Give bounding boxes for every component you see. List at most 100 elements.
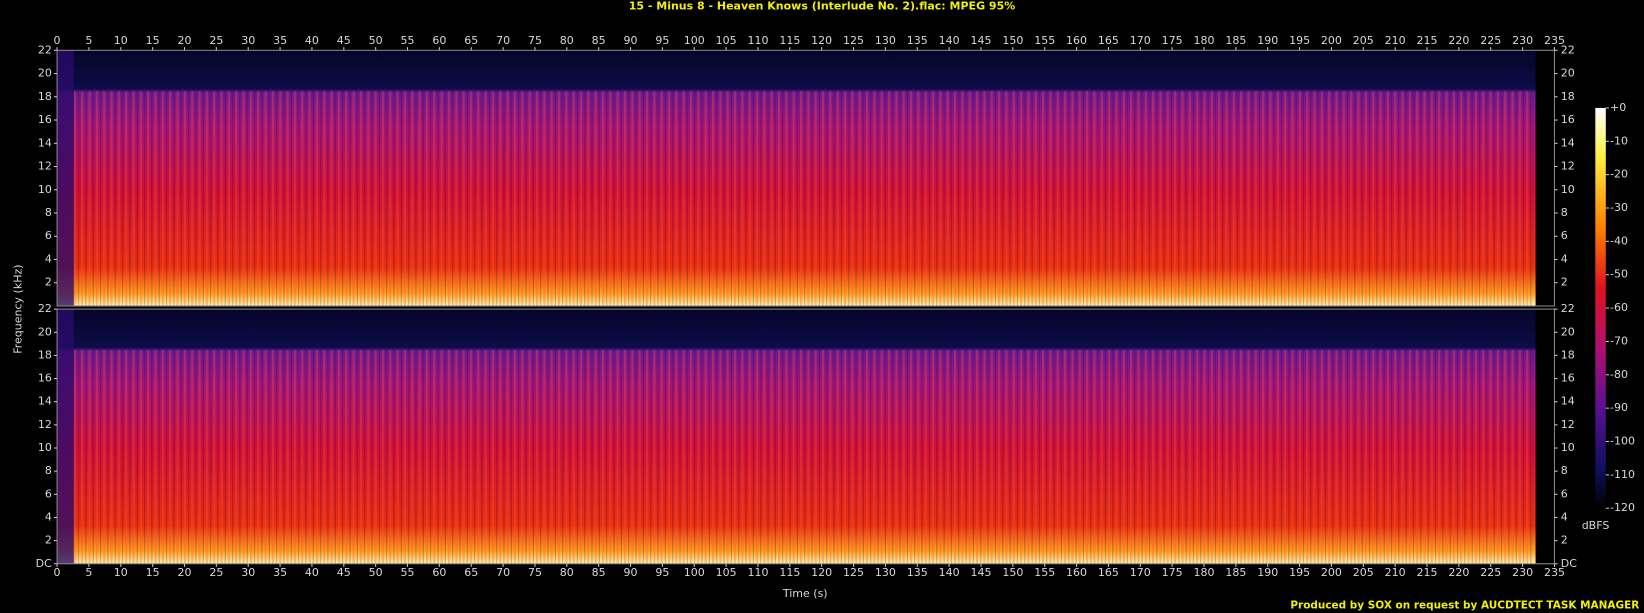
- x-tick-label: 50: [369, 566, 383, 579]
- x-tick-label: 80: [560, 566, 574, 579]
- x-tick-label: 230: [1512, 566, 1533, 579]
- x-tick-label: 170: [1130, 566, 1151, 579]
- x-tick-label: 30: [241, 34, 255, 47]
- x-tick-label: 65: [464, 566, 478, 579]
- x-tick-label: 235: [1544, 34, 1565, 47]
- x-tick-label: 180: [1194, 34, 1215, 47]
- x-tick-label: 120: [811, 566, 832, 579]
- x-tick-label: 145: [970, 566, 991, 579]
- x-tick-label: 215: [1417, 34, 1438, 47]
- x-tick-label: 140: [939, 34, 960, 47]
- x-tick-label: 155: [1034, 34, 1055, 47]
- x-tick-label: 225: [1480, 34, 1501, 47]
- colorbar-label: dBFS: [1582, 519, 1610, 532]
- colorbar-tick-label: -40: [1610, 234, 1628, 247]
- y-tick-label: 6: [45, 229, 52, 242]
- x-tick-label: 35: [273, 566, 287, 579]
- y-tick-label: 10: [1561, 441, 1575, 454]
- y-tick-label: 10: [38, 441, 52, 454]
- x-tick-label: 105: [716, 34, 737, 47]
- y-tick-label: 14: [1561, 136, 1575, 149]
- x-tick-label: 185: [1225, 34, 1246, 47]
- x-tick-label: 90: [624, 34, 638, 47]
- x-tick-label: 110: [747, 566, 768, 579]
- x-tick-label: 110: [747, 34, 768, 47]
- x-tick-label: 20: [177, 566, 191, 579]
- y-tick-label: 6: [1561, 487, 1568, 500]
- y-tick-label: 8: [1561, 206, 1568, 219]
- y-tick-label: 4: [45, 510, 52, 523]
- y-tick-label: 18: [1561, 90, 1575, 103]
- y-tick-label: 12: [1561, 418, 1575, 431]
- x-tick-label: 160: [1066, 34, 1087, 47]
- x-tick-label: 70: [496, 34, 510, 47]
- x-tick-label: 85: [592, 34, 606, 47]
- x-tick-label: 220: [1448, 34, 1469, 47]
- x-tick-label: 45: [337, 34, 351, 47]
- x-tick-label: 155: [1034, 566, 1055, 579]
- y-axis-label: Frequency (kHz): [11, 264, 24, 353]
- x-tick-label: 100: [684, 566, 705, 579]
- x-tick-label: 200: [1321, 566, 1342, 579]
- y-tick-label: 12: [1561, 160, 1575, 173]
- x-tick-label: 130: [875, 34, 896, 47]
- colorbar-tick-label: +0: [1610, 101, 1626, 114]
- x-tick-label: 0: [54, 34, 61, 47]
- chart-title: 15 - Minus 8 - Heaven Knows (Interlude N…: [629, 0, 1016, 12]
- x-tick-label: 25: [209, 566, 223, 579]
- y-tick-label: 6: [45, 487, 52, 500]
- y-tick-label: 18: [1561, 348, 1575, 361]
- colorbar-tick-label: -100: [1610, 434, 1635, 447]
- x-tick-label: 195: [1289, 34, 1310, 47]
- y-tick-label: 22: [1561, 43, 1575, 56]
- colorbar-tick-label: -30: [1610, 201, 1628, 214]
- x-axis-label: Time (s): [782, 587, 828, 600]
- x-tick-label: 0: [54, 566, 61, 579]
- y-tick-label: 16: [1561, 372, 1575, 385]
- x-tick-label: 30: [241, 566, 255, 579]
- x-tick-label: 185: [1225, 566, 1246, 579]
- y-tick-label: 4: [1561, 510, 1568, 523]
- y-tick-label: 14: [38, 395, 52, 408]
- y-tick-label: 4: [1561, 252, 1568, 265]
- x-tick-label: 165: [1098, 34, 1119, 47]
- x-tick-label: 115: [779, 566, 800, 579]
- x-tick-label: 190: [1257, 34, 1278, 47]
- spectrogram-lead-in: [57, 50, 74, 306]
- x-tick-label: 235: [1544, 566, 1565, 579]
- x-tick-label: 175: [1162, 566, 1183, 579]
- x-tick-label: 100: [684, 34, 705, 47]
- x-tick-label: 50: [369, 34, 383, 47]
- x-tick-label: 55: [401, 566, 415, 579]
- x-tick-label: 10: [114, 566, 128, 579]
- x-tick-label: 95: [655, 566, 669, 579]
- x-tick-label: 125: [843, 566, 864, 579]
- colorbar-tick-label: -120: [1610, 501, 1635, 514]
- panel-frame: [56, 49, 1555, 307]
- x-tick-label: 25: [209, 34, 223, 47]
- y-tick-label: 16: [38, 372, 52, 385]
- x-tick-label: 230: [1512, 34, 1533, 47]
- y-tick-label: 18: [38, 348, 52, 361]
- x-tick-label: 55: [401, 34, 415, 47]
- x-tick-label: 35: [273, 34, 287, 47]
- y-tick-label: 16: [1561, 113, 1575, 126]
- spectrogram-texture: [73, 91, 1534, 306]
- y-tick-label: 20: [1561, 67, 1575, 80]
- x-tick-label: 75: [528, 34, 542, 47]
- x-tick-label: 45: [337, 566, 351, 579]
- y-tick-label: 8: [45, 206, 52, 219]
- x-tick-label: 175: [1162, 34, 1183, 47]
- colorbar-tick-label: -20: [1610, 168, 1628, 181]
- x-tick-label: 150: [1002, 34, 1023, 47]
- spectrogram-lead-in: [57, 309, 74, 564]
- x-tick-label: 115: [779, 34, 800, 47]
- x-tick-label: 210: [1385, 566, 1406, 579]
- x-tick-label: 90: [624, 566, 638, 579]
- x-tick-label: 20: [177, 34, 191, 47]
- y-tick-label: 2: [45, 534, 52, 547]
- y-tick-label: 20: [38, 325, 52, 338]
- colorbar-tick-label: -110: [1610, 468, 1635, 481]
- x-tick-label: 135: [907, 34, 928, 47]
